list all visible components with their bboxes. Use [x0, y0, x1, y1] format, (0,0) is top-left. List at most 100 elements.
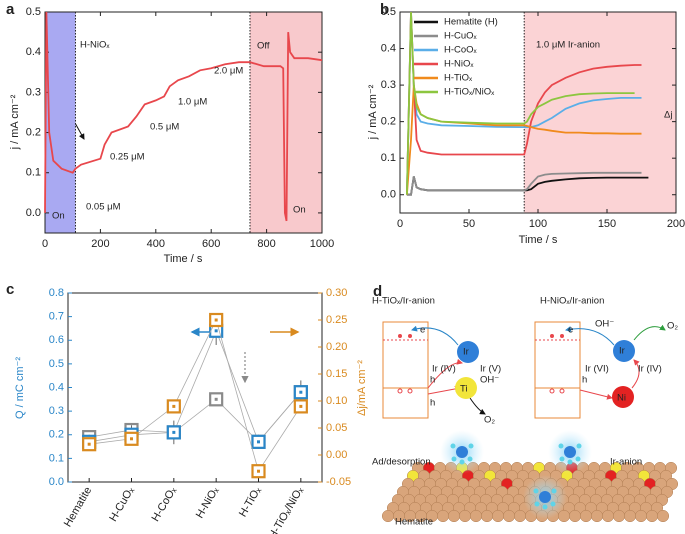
- arrow: [411, 325, 459, 346]
- series-line: [406, 11, 635, 195]
- y-tick-label: 0.2: [381, 116, 396, 128]
- o-atom: [558, 443, 564, 449]
- ir-atom: [457, 341, 479, 363]
- hole: [549, 388, 555, 394]
- o-atom: [575, 456, 581, 462]
- y-tick-label: 0.4: [49, 381, 64, 393]
- band-box: [382, 321, 429, 419]
- annotation: On: [52, 211, 65, 222]
- label: Ir (IV): [432, 364, 456, 375]
- label: Ir: [463, 347, 469, 358]
- label: e: [420, 325, 425, 336]
- x-tick-label: 100: [529, 218, 547, 230]
- arrow: [565, 326, 615, 346]
- y2-tick-label: 0.15: [326, 368, 347, 380]
- series-line: [406, 171, 642, 196]
- label: Hematite: [395, 517, 433, 528]
- panel-label: c: [6, 281, 14, 298]
- y-tick-label: 0.1: [26, 167, 41, 179]
- atom: [469, 509, 483, 523]
- annotation: 0.05 μM: [86, 202, 121, 213]
- label: OH⁻: [480, 375, 499, 386]
- annotation: Δj: [664, 110, 672, 121]
- x-tick-label: 400: [147, 238, 165, 250]
- atom: [513, 509, 527, 523]
- o-atom: [576, 443, 582, 449]
- connector: [89, 318, 302, 473]
- annotation: H-NiOₓ: [80, 40, 110, 51]
- panel-label: a: [6, 1, 15, 18]
- label: Ad/desorption: [372, 457, 431, 468]
- annotation: 1.0 μM: [178, 97, 207, 108]
- atom: [590, 509, 604, 523]
- y-axis-title: j / mA cm⁻²: [367, 84, 379, 140]
- marker-dot: [257, 440, 260, 444]
- y-tick-label: 0.3: [381, 79, 396, 91]
- label: h: [430, 398, 435, 409]
- shaded-region: [45, 12, 76, 233]
- legend-label: H-TiOₓ/NiOₓ: [444, 87, 495, 98]
- electron: [408, 334, 412, 338]
- atom: [634, 509, 648, 523]
- x-axis-title: Time / s: [519, 234, 558, 246]
- label: h: [582, 375, 587, 386]
- y-tick-label: 0.4: [381, 42, 396, 54]
- atom: [656, 509, 670, 523]
- arrow: [427, 385, 461, 395]
- x-tick-label: H-CuOₓ: [107, 485, 137, 524]
- ir-atom: [564, 446, 576, 458]
- o-atom: [468, 443, 474, 449]
- arrow: [427, 358, 463, 389]
- y-tick-label: 0.1: [381, 152, 396, 164]
- electron: [550, 334, 554, 338]
- legend-label: H-CuOₓ: [444, 31, 478, 42]
- series-line: [406, 11, 642, 195]
- label: Ni: [617, 393, 626, 404]
- x-tick-label: 600: [202, 238, 220, 250]
- o-atom: [450, 443, 456, 449]
- y-tick-label: 0.1: [49, 452, 64, 464]
- marker-dot: [87, 442, 91, 446]
- y2-axis-title: Δj/mA cm⁻²: [356, 360, 368, 416]
- atom: [436, 509, 450, 523]
- label: Ir: [619, 346, 625, 357]
- x-tick-label: 0: [397, 218, 403, 230]
- y-tick-label: 0.0: [49, 476, 64, 488]
- legend-label: Hematite (H): [444, 17, 498, 28]
- series-line: [406, 11, 642, 195]
- label: Ir-anion: [610, 457, 642, 468]
- label: Ir (IV): [638, 364, 662, 375]
- atom: [480, 509, 494, 523]
- marker-dot: [299, 404, 303, 408]
- marker-dot: [172, 404, 176, 408]
- marker-dot: [299, 390, 303, 394]
- x-tick-label: H-TiOₓ/NiOₓ: [266, 485, 306, 534]
- connector: [89, 391, 302, 443]
- label: h: [430, 375, 435, 386]
- label: e: [568, 325, 573, 336]
- label: Ir (V): [480, 364, 501, 375]
- hematite-slab: [381, 430, 679, 523]
- y-tick-label: 0.3: [26, 86, 41, 98]
- y2-tick-label: 0.20: [326, 341, 347, 353]
- o-atom: [459, 459, 465, 465]
- label: Ir (VI): [585, 364, 609, 375]
- plot-frame: [67, 292, 323, 483]
- connector: [89, 329, 302, 443]
- annotation: 0.5 μM: [150, 122, 179, 133]
- y-tick-label: 0.2: [49, 429, 64, 441]
- ir-atom: [539, 491, 551, 503]
- ni-atom: [612, 386, 634, 408]
- series-line: [44, 11, 323, 222]
- chart: 0.0 0.1 0.2 0.3 0.4 0.5 0 200 400 600 800 1000 a Time…: [6, 1, 334, 265]
- y-tick-label: 0.4: [26, 46, 41, 58]
- marker-dot: [214, 397, 218, 401]
- atom: [612, 509, 626, 523]
- o-atom: [550, 501, 556, 507]
- atom: [491, 509, 505, 523]
- hole: [407, 388, 413, 394]
- x-axis-title: Time / s: [164, 253, 203, 265]
- electron: [398, 334, 402, 338]
- chart: 0.0 0.1 0.2 0.3 0.4 0.5 0 50 100 150 200 b Time / s j…: [367, 1, 685, 246]
- y2-tick-label: 0.05: [326, 422, 347, 434]
